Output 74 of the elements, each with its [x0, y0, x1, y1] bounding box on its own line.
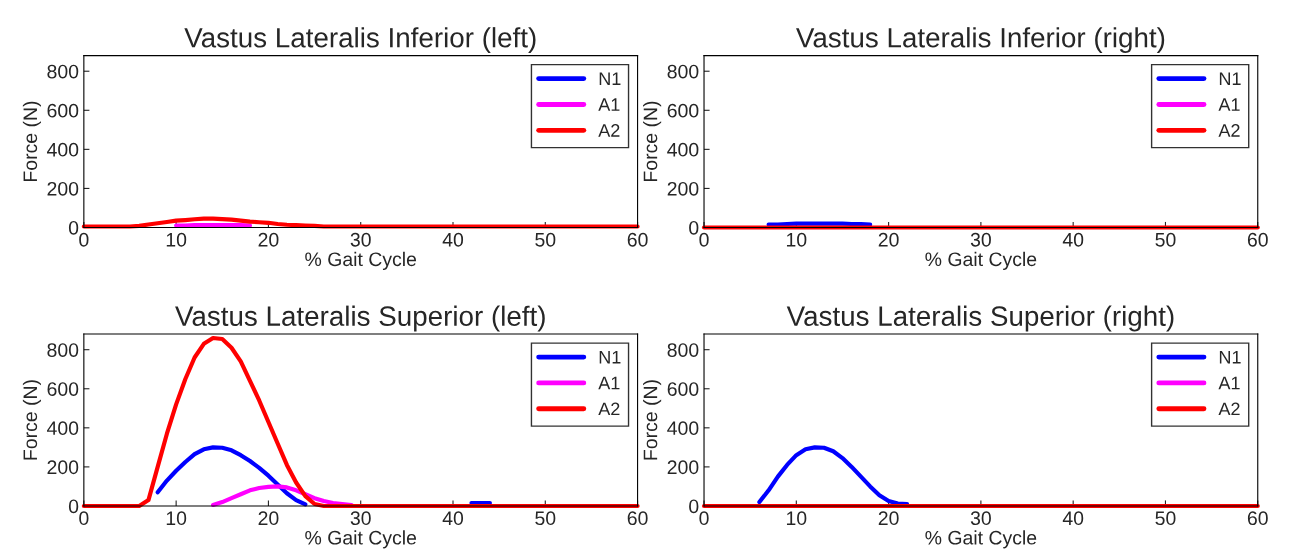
- line-series: [757, 445, 910, 507]
- x-tick-label: 40: [442, 511, 464, 526]
- y-axis-title: Force (N): [643, 380, 662, 460]
- legend-label: A2: [598, 124, 620, 137]
- legend-label: N1: [1219, 350, 1241, 364]
- y-tick-label: 800: [667, 343, 699, 357]
- x-tick-label: 0: [699, 232, 709, 247]
- y-tick-label: 400: [47, 421, 79, 436]
- legend-label: A2: [1218, 402, 1240, 416]
- x-tick-label: 60: [627, 511, 648, 526]
- x-tick-label: 20: [258, 511, 279, 526]
- legend-label: N1: [1219, 72, 1241, 85]
- y-tick-label: 400: [667, 142, 699, 157]
- y-axis-title: Force (N): [643, 101, 662, 181]
- x-tick-label: 30: [970, 232, 991, 247]
- x-axis-title: % Gait Cycle: [305, 251, 417, 270]
- y-tick-label: 400: [47, 142, 79, 157]
- legend-label: A1: [598, 376, 620, 390]
- x-tick-label: 50: [1155, 232, 1176, 247]
- x-tick-label: 0: [699, 511, 709, 526]
- y-tick-label: 200: [47, 460, 79, 475]
- y-tick-label: 200: [667, 460, 699, 475]
- x-tick-label: 60: [1247, 511, 1268, 526]
- chart-title: Vastus Lateralis Inferior (right): [796, 27, 1165, 54]
- x-tick-label: 20: [878, 511, 899, 526]
- x-tick-label: 20: [878, 232, 899, 247]
- y-tick-label: 200: [667, 181, 699, 196]
- legend-label: N1: [599, 72, 621, 85]
- legend-label: A2: [598, 402, 620, 416]
- x-tick-label: 10: [786, 232, 807, 247]
- x-axis-title: % Gait Cycle: [925, 530, 1037, 549]
- y-axis-title: Force (N): [22, 101, 41, 181]
- x-tick-label: 60: [1247, 232, 1268, 247]
- x-tick-label: 40: [1062, 232, 1084, 247]
- x-tick-label: 30: [970, 511, 991, 526]
- y-tick-label: 600: [47, 382, 79, 396]
- x-tick-label: 10: [166, 511, 187, 526]
- line-series: [81, 335, 640, 509]
- x-tick-label: 30: [350, 511, 371, 526]
- x-axis-title: % Gait Cycle: [925, 251, 1037, 270]
- legend-label: A1: [1218, 376, 1240, 390]
- y-tick-label: 0: [68, 499, 79, 514]
- y-axis-title: Force (N): [22, 380, 41, 460]
- y-tick-label: 600: [47, 103, 79, 118]
- x-tick-label: 50: [535, 511, 556, 526]
- y-tick-label: 800: [47, 64, 79, 79]
- x-tick-label: 50: [535, 232, 556, 247]
- y-tick-label: 400: [667, 421, 699, 436]
- y-tick-label: 0: [68, 220, 79, 235]
- x-tick-label: 0: [79, 511, 89, 526]
- x-tick-label: 60: [627, 232, 648, 247]
- y-tick-label: 600: [667, 103, 699, 118]
- x-tick-label: 30: [350, 232, 371, 247]
- y-tick-label: 0: [689, 220, 699, 235]
- y-tick-label: 600: [667, 382, 699, 396]
- legend-label: A1: [1218, 98, 1240, 111]
- x-tick-label: 40: [1062, 511, 1084, 526]
- legend-label: A1: [598, 98, 620, 111]
- chart-title: Vastus Lateralis Superior (right): [786, 305, 1174, 332]
- x-tick-label: 40: [442, 232, 464, 247]
- y-tick-label: 200: [47, 181, 79, 196]
- y-tick-label: 0: [689, 499, 699, 514]
- x-tick-label: 0: [79, 232, 89, 247]
- legend-label: N1: [599, 350, 621, 364]
- chart-title: Vastus Lateralis Inferior (left): [184, 27, 536, 54]
- y-tick-label: 800: [667, 64, 699, 79]
- x-tick-label: 50: [1155, 511, 1176, 526]
- chart-title: Vastus Lateralis Superior (left): [175, 305, 545, 332]
- x-tick-label: 10: [786, 511, 807, 526]
- x-tick-label: 20: [258, 232, 279, 247]
- legend-label: A2: [1218, 124, 1240, 137]
- x-tick-label: 10: [166, 232, 187, 247]
- x-axis-title: % Gait Cycle: [305, 530, 417, 549]
- y-tick-label: 800: [47, 343, 79, 357]
